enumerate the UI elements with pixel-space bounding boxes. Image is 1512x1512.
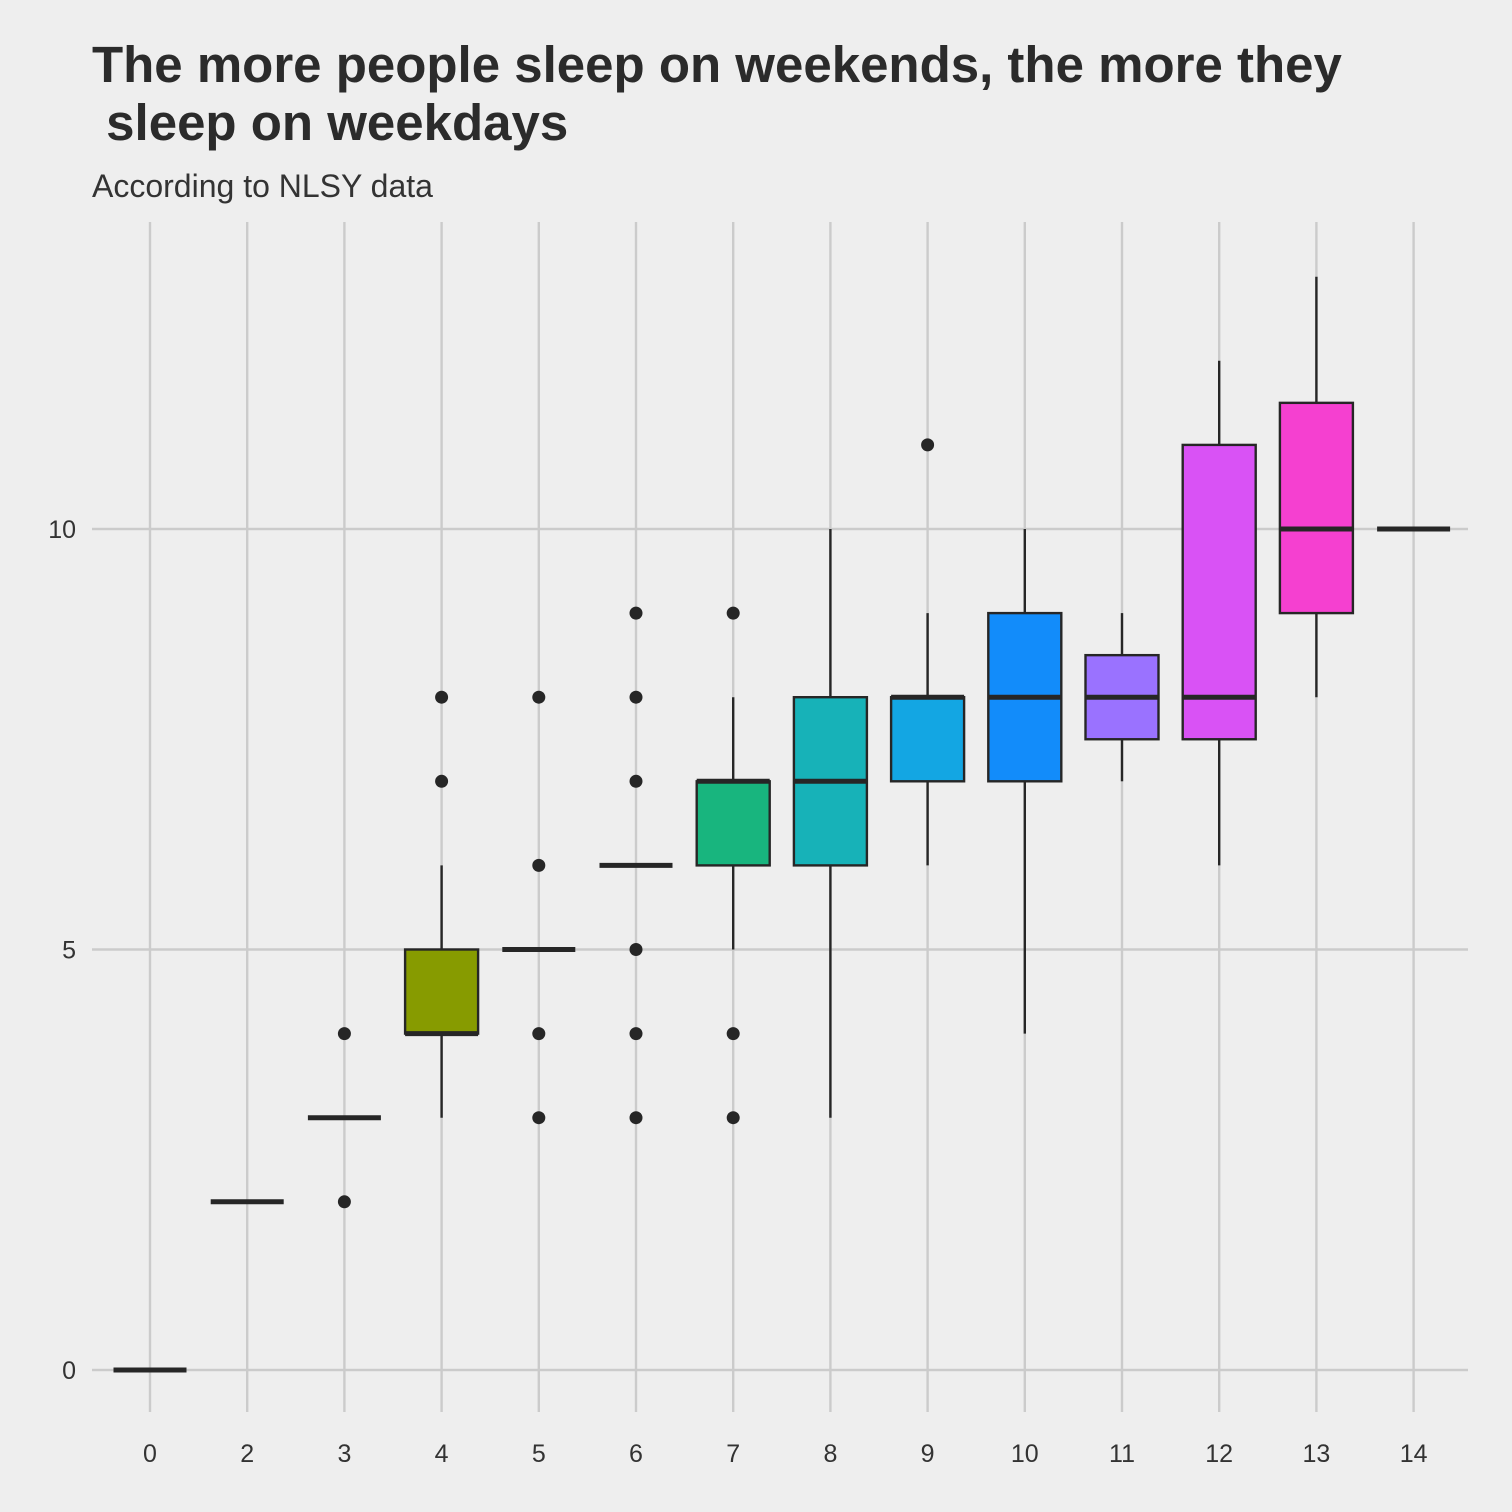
box-body bbox=[1181, 443, 1257, 741]
x-tick-label: 10 bbox=[1011, 1440, 1039, 1468]
box-body bbox=[695, 780, 771, 867]
chart-subtitle: According to NLSY data bbox=[92, 168, 433, 204]
outlier-point bbox=[337, 1195, 351, 1209]
y-tick-label: 5 bbox=[62, 937, 76, 965]
x-tick-label: 7 bbox=[726, 1440, 740, 1468]
x-tick-label: 14 bbox=[1400, 1440, 1428, 1468]
outlier-point bbox=[629, 606, 643, 620]
grid-lines bbox=[92, 222, 1468, 1412]
y-tick-label: 0 bbox=[62, 1357, 76, 1385]
x-tick-label: 4 bbox=[435, 1440, 449, 1468]
outlier-point bbox=[629, 690, 643, 704]
x-tick-label: 9 bbox=[921, 1440, 935, 1468]
outlier-point bbox=[532, 690, 546, 704]
outlier-point bbox=[337, 1027, 351, 1041]
y-tick-label: 10 bbox=[48, 516, 76, 544]
box-group bbox=[113, 276, 1451, 1373]
y-axis-ticks: 0 5 10 bbox=[48, 516, 76, 1385]
x-tick-label: 11 bbox=[1109, 1440, 1135, 1468]
box-3 bbox=[307, 1027, 381, 1209]
x-tick-label: 2 bbox=[240, 1440, 254, 1468]
outlier-point bbox=[726, 606, 740, 620]
outlier-point bbox=[921, 438, 935, 452]
x-tick-label: 13 bbox=[1302, 1440, 1330, 1468]
x-axis-ticks: 0 2 3 4 5 6 7 8 9 10 11 12 13 14 bbox=[143, 1440, 1428, 1468]
box-5 bbox=[502, 690, 576, 1125]
x-tick-label: 12 bbox=[1205, 1440, 1233, 1468]
box-8 bbox=[792, 529, 869, 1118]
box-13 bbox=[1278, 276, 1355, 698]
outlier-point bbox=[629, 1111, 643, 1125]
box-4 bbox=[403, 690, 480, 1118]
box-9 bbox=[889, 438, 966, 866]
x-tick-label: 8 bbox=[823, 1440, 837, 1468]
outlier-point bbox=[726, 1111, 740, 1125]
x-tick-label: 3 bbox=[337, 1440, 351, 1468]
outlier-point bbox=[629, 1027, 643, 1041]
box-7 bbox=[695, 606, 771, 1125]
outlier-point bbox=[532, 1027, 546, 1041]
box-12 bbox=[1181, 360, 1257, 866]
box-body bbox=[403, 948, 480, 1035]
outlier-point bbox=[435, 774, 449, 788]
outlier-point bbox=[629, 774, 643, 788]
outlier-point bbox=[629, 943, 643, 956]
box-body bbox=[1278, 401, 1355, 615]
outlier-point bbox=[435, 690, 449, 704]
box-6 bbox=[599, 606, 673, 1125]
box-11 bbox=[1084, 613, 1160, 782]
x-tick-label: 0 bbox=[143, 1440, 157, 1468]
outlier-point bbox=[726, 1027, 740, 1041]
chart-title: The more people sleep on weekends, the m… bbox=[92, 36, 1342, 151]
box-10 bbox=[987, 529, 1063, 1034]
x-tick-label: 5 bbox=[532, 1440, 546, 1468]
outlier-point bbox=[532, 858, 546, 872]
x-tick-label: 6 bbox=[629, 1440, 643, 1468]
box-body bbox=[889, 696, 966, 783]
outlier-point bbox=[532, 1111, 546, 1125]
